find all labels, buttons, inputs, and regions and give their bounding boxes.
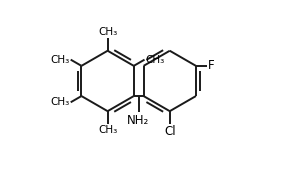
Text: CH₃: CH₃ [51,97,70,107]
Text: CH₃: CH₃ [98,125,117,135]
Text: CH₃: CH₃ [145,55,164,65]
Text: Cl: Cl [164,125,176,138]
Text: CH₃: CH₃ [51,55,70,65]
Text: CH₃: CH₃ [98,27,117,37]
Text: NH₂: NH₂ [127,114,149,127]
Text: F: F [208,59,214,72]
